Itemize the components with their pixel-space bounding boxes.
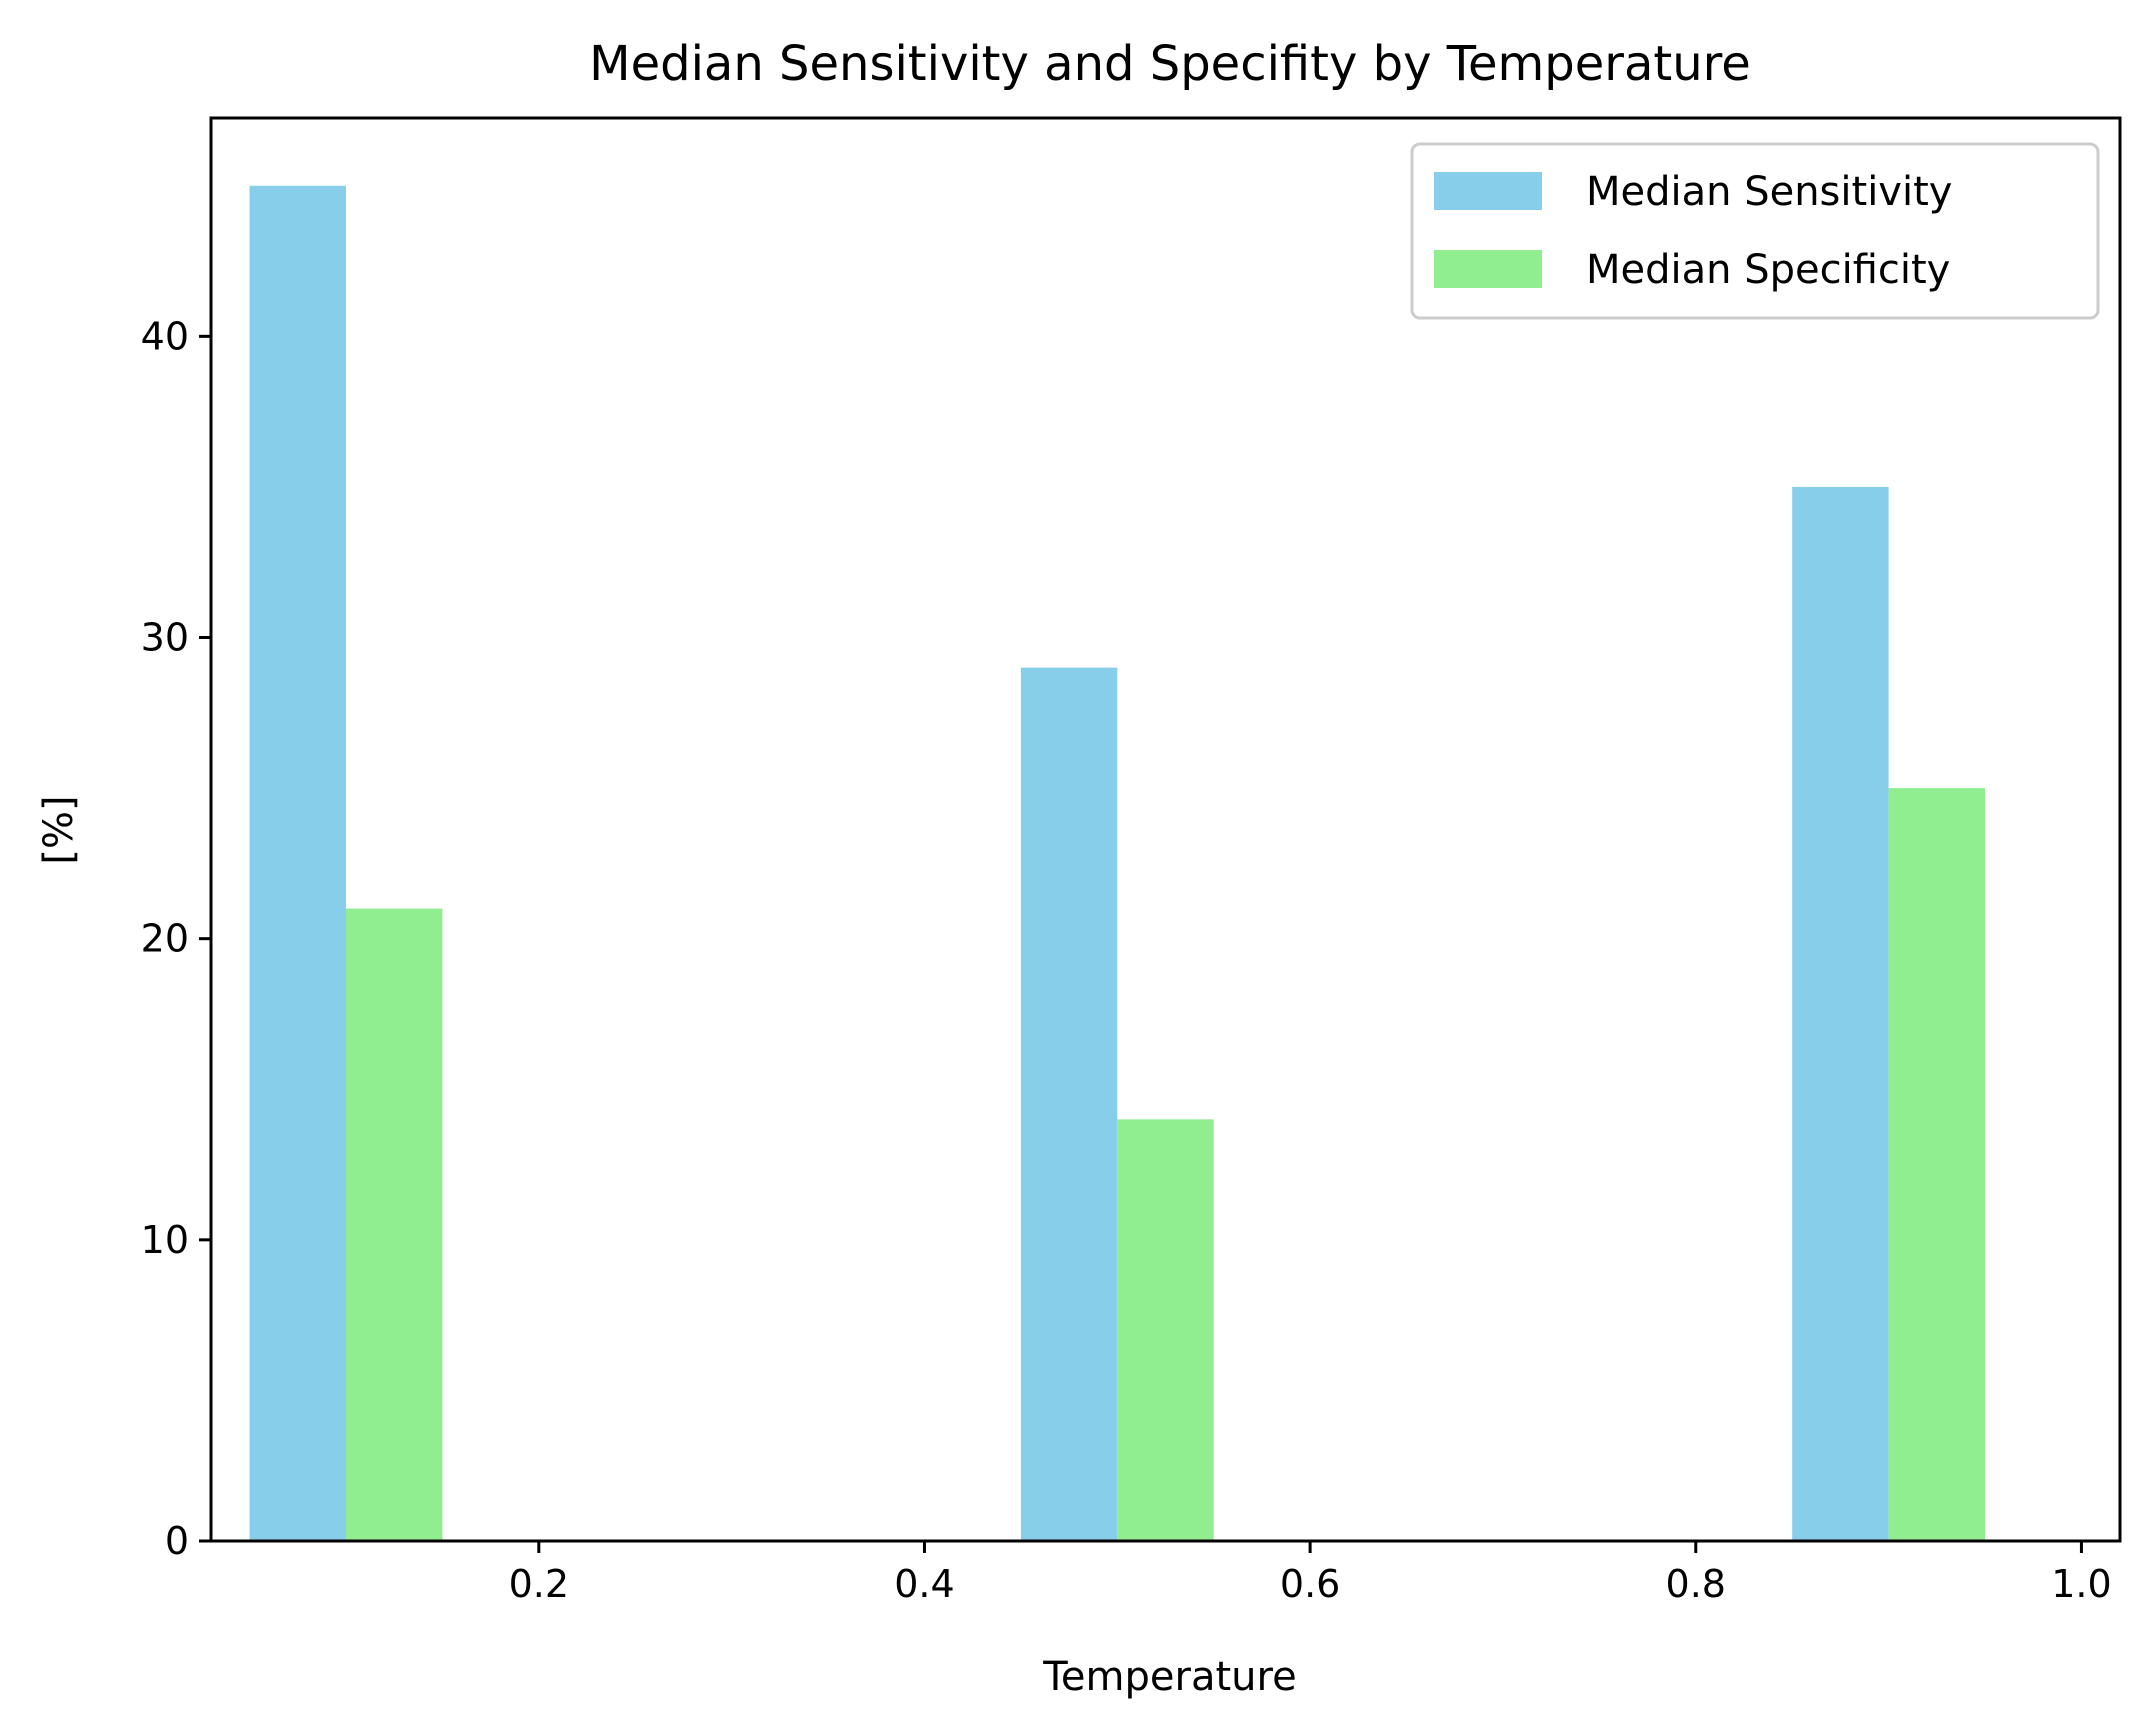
chart-title: Median Sensitivity and Specifity by Temp… xyxy=(589,36,1751,92)
axes-layer: 0.2 0.4 0.6 0.8 1.0 0 10 20 30 40 xyxy=(141,116,2122,1606)
x-tick-label: 0.2 xyxy=(509,1562,569,1606)
x-tick-label: 0.4 xyxy=(894,1562,954,1606)
bar-sensitivity-0 xyxy=(249,185,346,1541)
bar-sensitivity-1 xyxy=(1020,667,1118,1541)
x-tick-label: 0.8 xyxy=(1666,1562,1726,1606)
x-axis-label: Temperature xyxy=(1042,1654,1296,1700)
legend-swatch-sensitivity xyxy=(1434,172,1542,210)
y-axis-label: [%] xyxy=(36,795,82,864)
x-tick-label: 1.0 xyxy=(2051,1562,2111,1606)
y-tick-label: 20 xyxy=(141,917,189,961)
axes-frame xyxy=(209,116,2122,1543)
legend: Median Sensitivity Median Specificity xyxy=(1410,142,2100,320)
y-tick-label: 30 xyxy=(141,616,189,660)
bar-specificity-1 xyxy=(1117,1119,1214,1541)
legend-label-specificity: Median Specificity xyxy=(1586,247,1950,293)
bar-specificity-2 xyxy=(1888,788,1986,1541)
legend-box xyxy=(1410,142,2100,320)
bar-sensitivity-2 xyxy=(1792,486,1889,1542)
y-tick-label: 10 xyxy=(141,1218,189,1262)
y-tick-label: 40 xyxy=(141,314,189,358)
legend-label-sensitivity: Median Sensitivity xyxy=(1586,169,1952,215)
y-tick-label: 0 xyxy=(165,1519,189,1563)
x-tick-label: 0.6 xyxy=(1280,1562,1340,1606)
bar-specificity-0 xyxy=(345,908,443,1541)
bars-layer xyxy=(249,185,1986,1542)
legend-swatch-specificity xyxy=(1434,250,1542,288)
